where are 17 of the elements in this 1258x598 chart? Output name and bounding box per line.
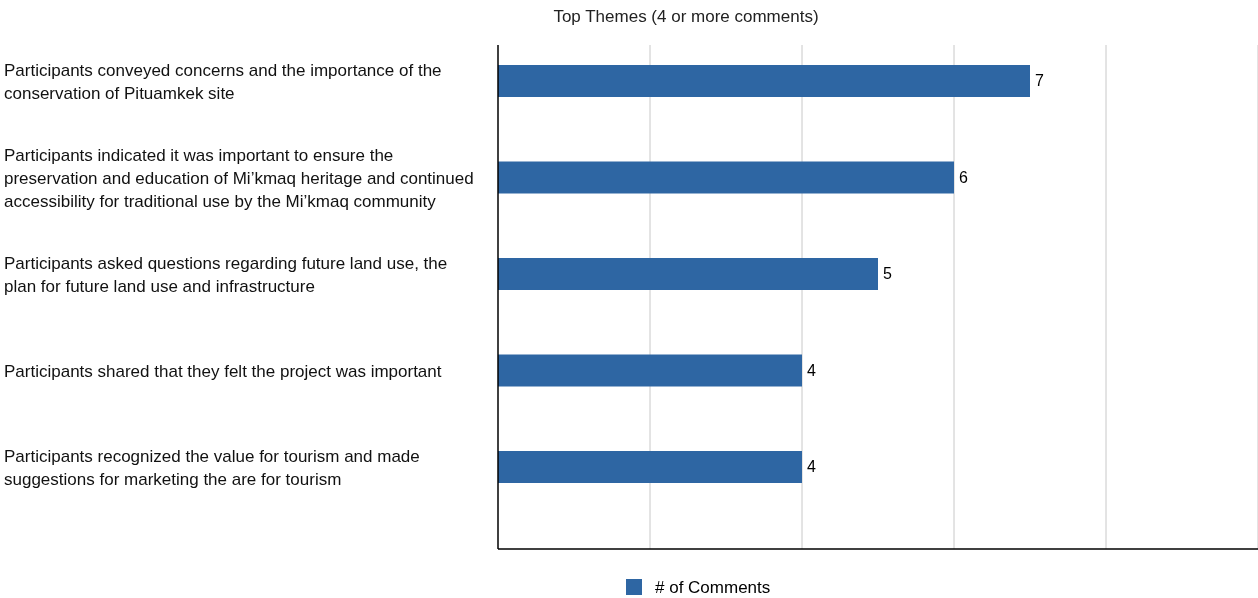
legend-label: # of Comments: [655, 578, 771, 597]
bar: [498, 65, 1030, 97]
bar: [498, 354, 802, 387]
y-tick-label: Participants conveyed concerns and the importance of the conservation of Pituamkek site: [4, 60, 442, 103]
data-label: 4: [807, 361, 816, 379]
chart-title: Top Themes (4 or more comments): [553, 7, 819, 26]
data-label: 4: [807, 458, 816, 475]
y-tick-label: Participants asked questions regarding future land use, the plan for future land use and infrastructure: [4, 253, 448, 296]
y-tick-label: Participants indicated it was important to ensure the preservation and education of Mi’kmaq heritage and continued accessibility for traditional use by the Mi’kmaq community: [4, 145, 474, 211]
data-label: 7: [1035, 72, 1044, 89]
y-tick-label: Participants shared that they felt the project was important: [4, 361, 442, 381]
y-tick-label: Participants recognized the value for tourism and made suggestions for marketing the are for tourism: [4, 446, 420, 489]
bar: [498, 161, 954, 194]
bar: [498, 258, 878, 290]
bar: [498, 451, 802, 483]
data-label: 6: [959, 168, 968, 186]
data-label: 5: [883, 265, 892, 282]
